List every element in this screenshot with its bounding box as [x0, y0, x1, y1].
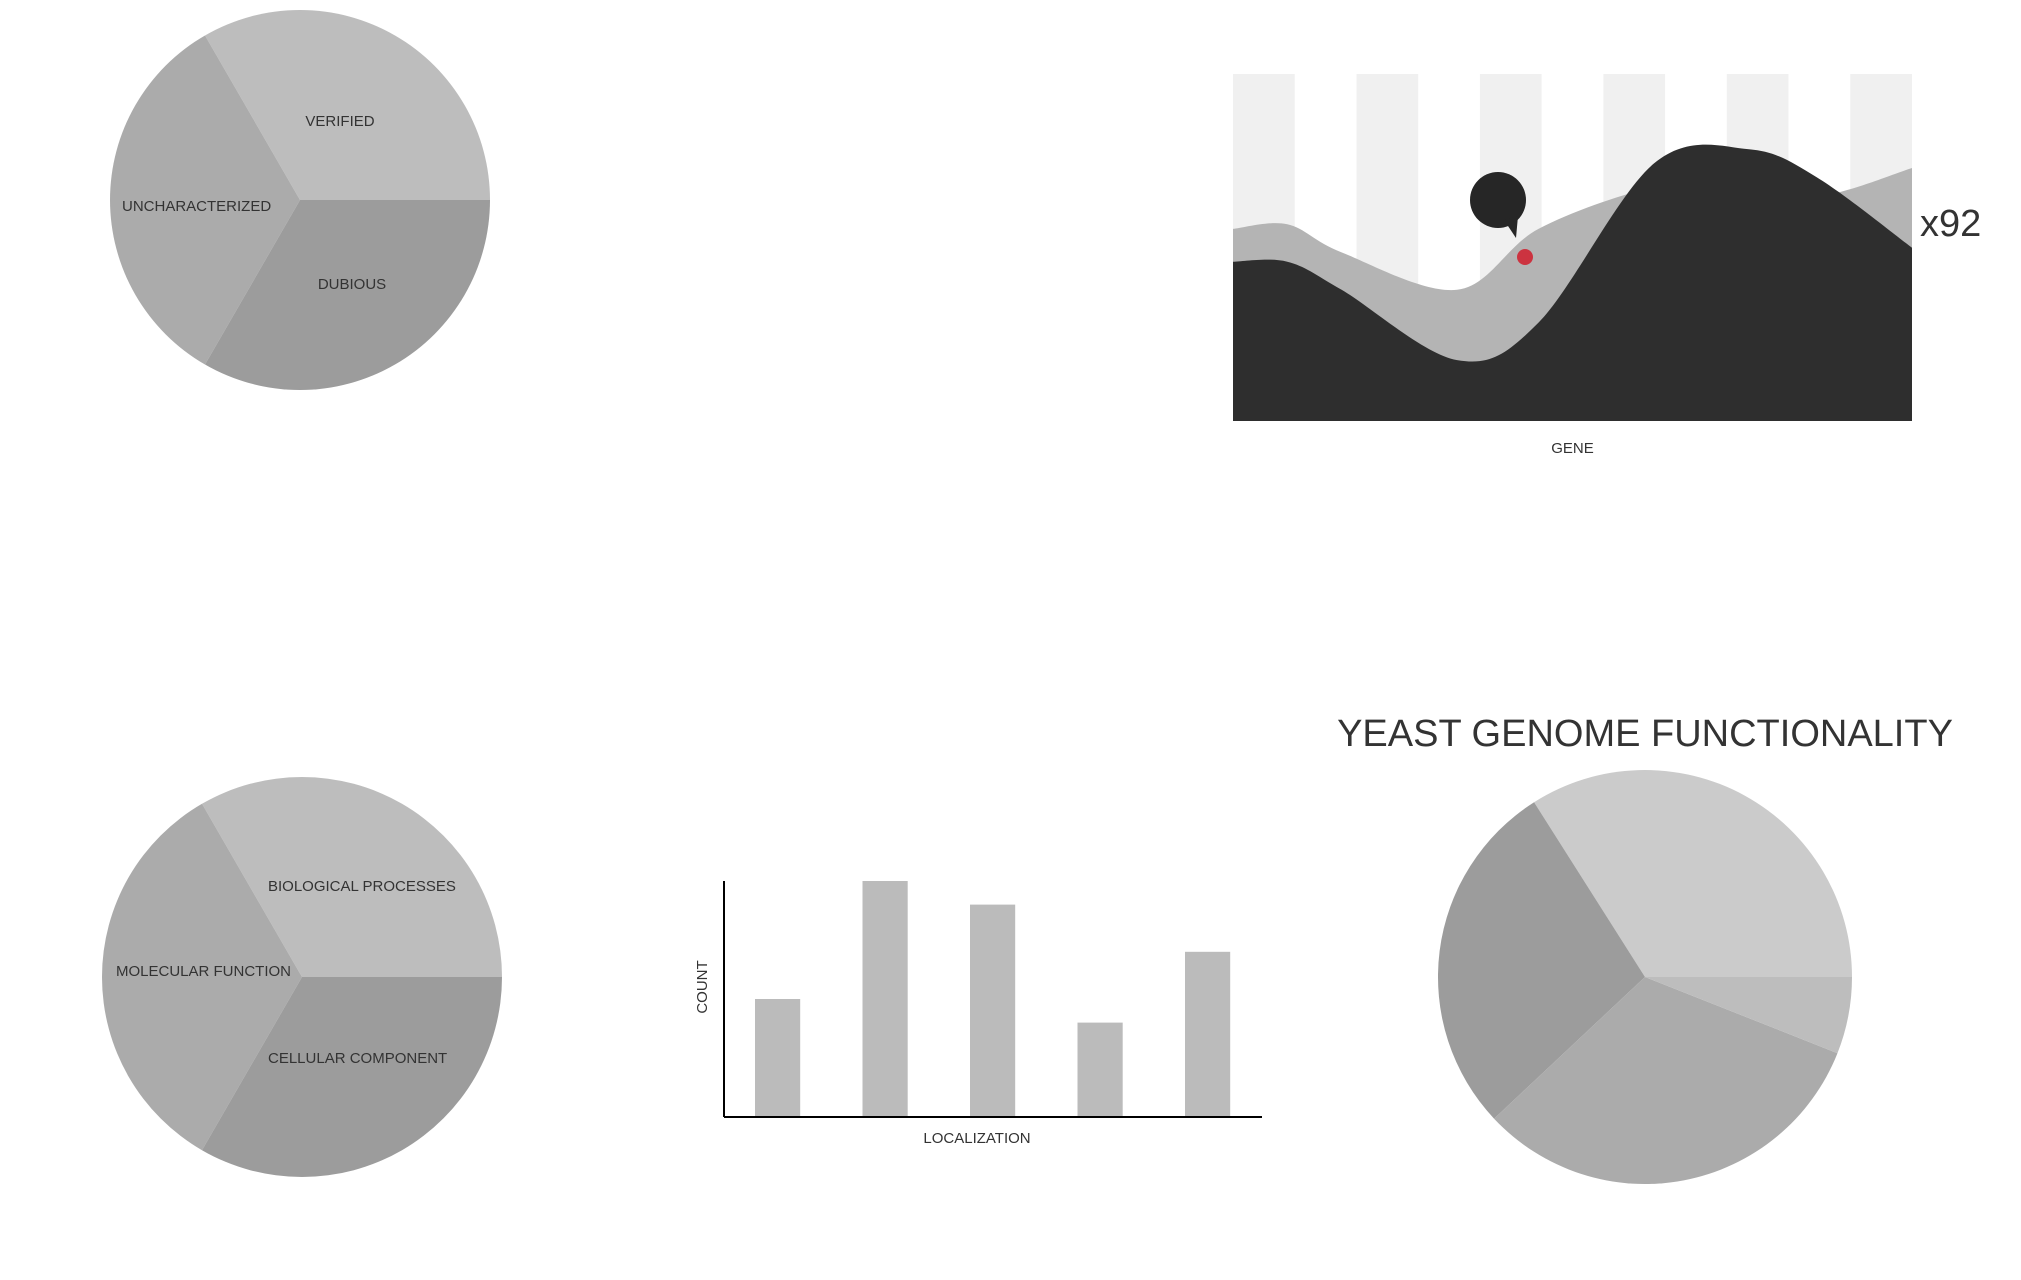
- bar-4[interactable]: [1077, 1022, 1123, 1117]
- area-series-dark: [1233, 144, 1912, 421]
- pie-slice-dubious[interactable]: [205, 200, 490, 390]
- slice-label-cellular-component: CELLULAR COMPONENT: [268, 1050, 447, 1067]
- bubble-tail: [1504, 216, 1518, 238]
- pie-slice-molecular-function[interactable]: [101, 803, 302, 1151]
- bar-3[interactable]: [970, 904, 1016, 1117]
- pie-slice-biological-processes[interactable]: [202, 776, 502, 977]
- pie-slice-uncharacterized[interactable]: [110, 35, 301, 365]
- slice-label-dubious: DUBIOUS: [318, 276, 386, 293]
- slice-label-uncharacterized: UNCHARACTERIZED: [122, 198, 271, 215]
- chart-title: YEAST GENOME FUNCTIONALITY: [1337, 713, 1953, 755]
- pie-slice-2[interactable]: [1437, 802, 1645, 1119]
- localization-bar-chart: LOCALIZATION COUNT: [694, 881, 1262, 1147]
- pie-slice-verified[interactable]: [205, 10, 490, 201]
- x-axis-label: LOCALIZATION: [923, 1130, 1030, 1147]
- gene-area-chart: x92 GENE: [1233, 74, 1981, 457]
- pie-slice-1[interactable]: [1534, 769, 1852, 977]
- functionality-pie: YEAST GENOME FUNCTIONALITY: [1337, 713, 1953, 1184]
- bar-1[interactable]: [755, 999, 801, 1117]
- pie-slice-3[interactable]: [1494, 977, 1838, 1184]
- bar-5[interactable]: [1185, 951, 1231, 1117]
- slice-label-verified: VERIFIED: [305, 113, 374, 130]
- x-axis-label: GENE: [1551, 440, 1594, 457]
- speech-bubble-icon: [1470, 172, 1526, 238]
- go-category-pie: BIOLOGICAL PROCESSES MOLECULAR FUNCTION CE…: [101, 776, 502, 1178]
- bar-2[interactable]: [862, 881, 908, 1117]
- bubble-body: [1470, 172, 1526, 228]
- y-axis-label: COUNT: [694, 960, 711, 1013]
- slice-label-molecular-function: MOLECULAR FUNCTION: [116, 963, 291, 980]
- annotation-label: x92: [1920, 203, 1981, 245]
- gene-status-pie: VERIFIED UNCHARACTERIZED DUBIOUS: [110, 10, 490, 390]
- pie-slice-cellular-component[interactable]: [202, 977, 502, 1178]
- highlight-point[interactable]: [1517, 249, 1533, 265]
- pie-slice-4[interactable]: [1645, 977, 1852, 1054]
- slice-label-biological-processes: BIOLOGICAL PROCESSES: [268, 878, 456, 895]
- bars: [755, 881, 1231, 1117]
